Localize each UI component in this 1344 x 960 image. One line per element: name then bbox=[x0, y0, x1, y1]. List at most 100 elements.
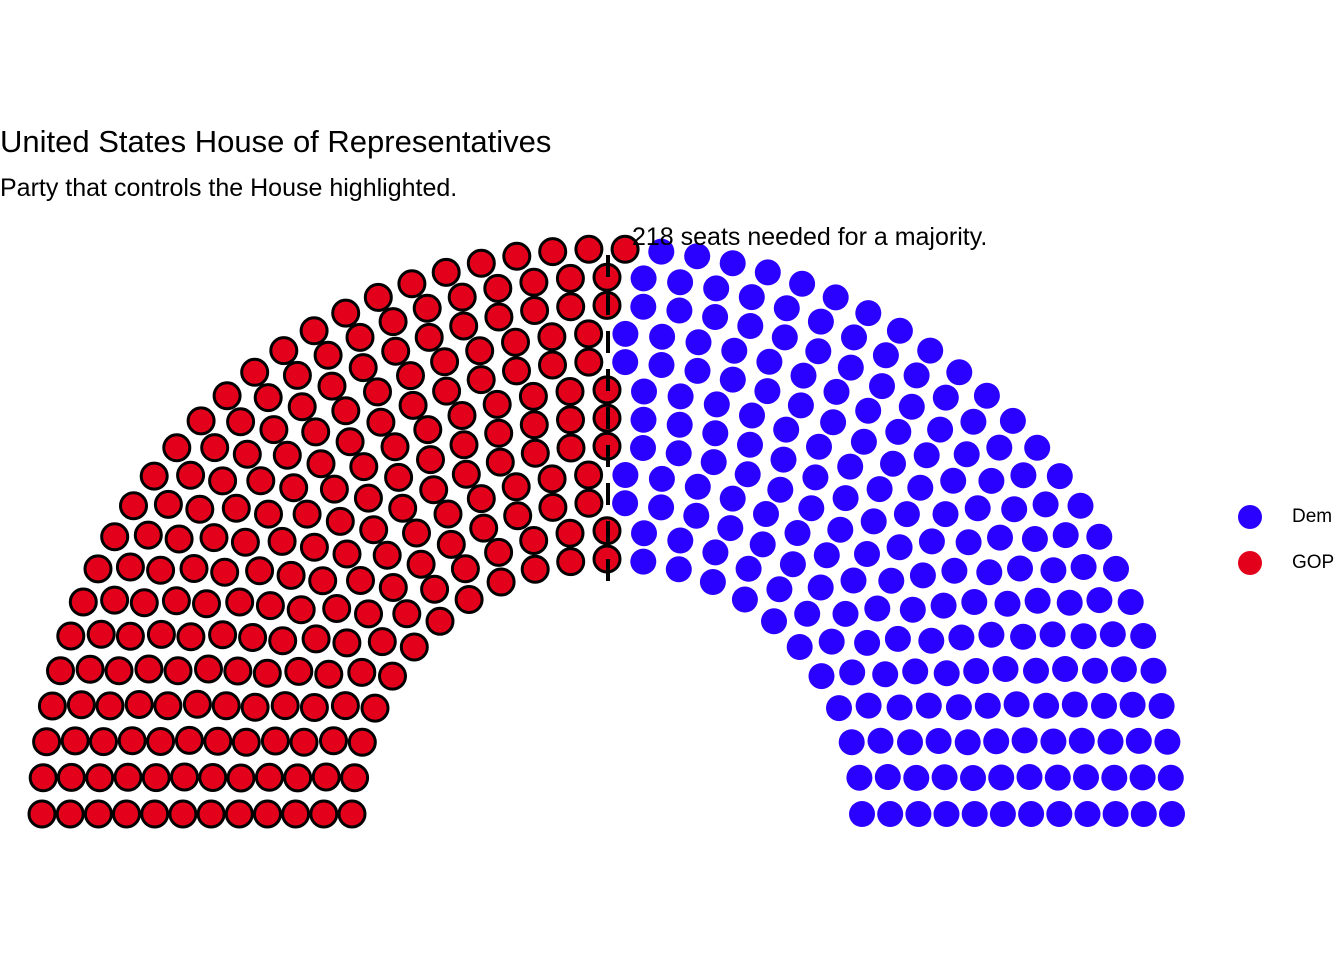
seat-dem bbox=[961, 589, 988, 615]
seat-gop bbox=[331, 396, 361, 426]
seat-dem bbox=[754, 378, 781, 405]
seat-dem bbox=[988, 764, 1015, 791]
seat-gop bbox=[313, 340, 343, 370]
seat-dem bbox=[767, 476, 794, 503]
seat-gop bbox=[66, 690, 96, 720]
seat-gop bbox=[449, 430, 479, 460]
seat-dem bbox=[1117, 589, 1144, 615]
seat-gop bbox=[270, 691, 300, 721]
seat-dem bbox=[761, 608, 787, 635]
seat-dem bbox=[941, 557, 968, 584]
seat-dem bbox=[1003, 691, 1030, 718]
seat-dem bbox=[756, 348, 783, 375]
seat-gop bbox=[139, 461, 169, 491]
seat-dem bbox=[700, 449, 727, 476]
seat-dem bbox=[1157, 764, 1184, 791]
seat-gop bbox=[301, 417, 331, 447]
seat-dem bbox=[960, 408, 987, 435]
seat-gop bbox=[279, 473, 309, 503]
seat-gop bbox=[466, 365, 496, 395]
seat-gop bbox=[346, 566, 375, 595]
seat-dem bbox=[918, 528, 945, 555]
chart-subtitle: Party that controls the House highlighte… bbox=[0, 174, 458, 202]
seat-gop bbox=[238, 623, 268, 652]
seats-group bbox=[27, 234, 1185, 829]
seat-gop bbox=[86, 619, 116, 649]
seat-gop bbox=[447, 401, 477, 430]
seat-dem bbox=[753, 501, 779, 527]
seat-gop bbox=[308, 566, 338, 596]
seat-dem bbox=[872, 342, 899, 369]
seat-gop bbox=[113, 762, 143, 792]
seat-dem bbox=[1070, 554, 1097, 580]
seat-dem bbox=[818, 628, 845, 655]
seat-gop bbox=[366, 407, 396, 437]
seat-gop bbox=[501, 327, 530, 357]
seat-gop bbox=[161, 586, 191, 616]
seat-dem bbox=[1130, 801, 1157, 827]
seat-dem bbox=[841, 324, 867, 351]
seat-dem bbox=[802, 464, 829, 491]
seat-dem bbox=[940, 467, 967, 494]
seat-dem bbox=[820, 409, 847, 436]
seat-gop bbox=[56, 621, 86, 651]
seat-dem bbox=[703, 391, 730, 418]
seat-gop bbox=[212, 381, 242, 411]
seat-dem bbox=[917, 337, 944, 364]
seat-dem bbox=[808, 663, 835, 690]
seat-dem bbox=[915, 692, 942, 719]
seat-dem bbox=[702, 539, 729, 566]
seat-dem bbox=[770, 446, 797, 473]
seat-gop bbox=[119, 491, 148, 521]
seat-dem bbox=[1086, 523, 1113, 550]
seat-dem bbox=[878, 567, 905, 594]
seat-dem bbox=[807, 574, 834, 601]
seat-gop bbox=[198, 763, 228, 792]
seat-dem bbox=[826, 695, 852, 722]
seat-dem bbox=[1159, 801, 1185, 827]
seat-dem bbox=[1061, 691, 1088, 718]
seat-dem bbox=[1016, 764, 1043, 790]
seat-gop bbox=[322, 594, 352, 623]
seat-gop bbox=[287, 392, 317, 422]
seat-gop bbox=[221, 493, 251, 523]
seat-dem bbox=[735, 555, 762, 582]
chart-title: United States House of Representatives bbox=[0, 124, 552, 159]
seat-gop bbox=[433, 499, 463, 529]
seat-dem bbox=[667, 383, 694, 410]
seat-dem bbox=[855, 300, 882, 327]
seat-gop bbox=[176, 622, 206, 652]
seat-gop bbox=[432, 376, 462, 406]
seat-gop bbox=[466, 484, 496, 514]
seat-dem bbox=[1007, 555, 1033, 582]
seat-gop bbox=[226, 763, 256, 793]
seat-gop bbox=[309, 799, 339, 829]
seat-dem bbox=[1125, 727, 1152, 754]
seat-dem bbox=[867, 727, 894, 754]
seat-dem bbox=[1129, 764, 1156, 791]
seat-gop bbox=[399, 632, 429, 662]
seat-gop bbox=[556, 405, 585, 435]
seat-gop bbox=[267, 526, 297, 556]
legend-label-dem: Dem bbox=[1292, 506, 1333, 527]
seat-gop bbox=[486, 567, 516, 597]
seat-dem bbox=[630, 265, 657, 292]
legend-item-gop: GOP bbox=[1238, 540, 1334, 586]
seat-dem bbox=[946, 359, 973, 386]
seat-dem bbox=[933, 801, 960, 827]
seat-dem bbox=[665, 556, 692, 583]
seat-gop bbox=[556, 433, 586, 463]
seat-dem bbox=[667, 269, 694, 296]
seat-gop bbox=[185, 494, 215, 524]
seat-gop bbox=[299, 532, 329, 562]
seat-dem bbox=[794, 600, 821, 627]
seat-gop bbox=[519, 267, 549, 297]
seat-gop bbox=[345, 322, 375, 352]
seat-gop bbox=[95, 691, 125, 721]
seat-dem bbox=[850, 428, 877, 455]
seat-gop bbox=[174, 725, 204, 755]
seat-gop bbox=[337, 799, 367, 829]
seat-dem bbox=[903, 362, 930, 389]
seat-gop bbox=[269, 336, 299, 366]
